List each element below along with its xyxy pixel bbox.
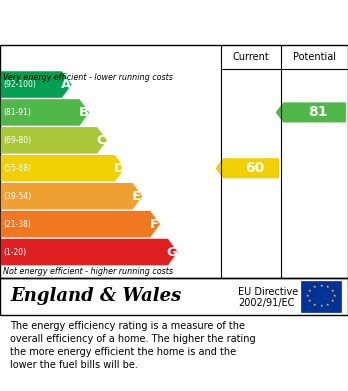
Text: Potential: Potential [293,52,336,62]
Text: ★: ★ [331,289,334,293]
Text: ★: ★ [331,300,334,303]
Text: ★: ★ [319,284,323,288]
Text: (39-54): (39-54) [3,192,32,201]
Text: E: E [132,190,141,203]
Text: (81-91): (81-91) [3,108,31,117]
Text: ★: ★ [308,289,311,293]
Polygon shape [1,99,89,126]
Text: ★: ★ [326,303,330,307]
Polygon shape [1,71,72,98]
Text: B: B [79,106,89,119]
Polygon shape [1,155,125,181]
Text: ★: ★ [313,303,316,307]
Text: ★: ★ [326,285,330,289]
Text: Very energy efficient - lower running costs: Very energy efficient - lower running co… [3,73,173,82]
Polygon shape [1,239,178,265]
Text: Energy Efficiency Rating: Energy Efficiency Rating [10,13,239,32]
Polygon shape [1,127,107,154]
Text: EU Directive: EU Directive [238,287,299,297]
Polygon shape [1,211,160,237]
Text: (1-20): (1-20) [3,248,26,256]
Text: ★: ★ [319,305,323,308]
Text: The energy efficiency rating is a measure of the
overall efficiency of a home. T: The energy efficiency rating is a measur… [10,321,256,370]
Text: F: F [150,218,159,231]
Polygon shape [1,183,142,210]
Text: C: C [97,134,106,147]
Text: G: G [167,246,177,258]
Polygon shape [215,158,279,178]
Text: 2002/91/EC: 2002/91/EC [238,298,295,308]
Text: England & Wales: England & Wales [10,287,182,305]
Text: Current: Current [233,52,269,62]
Text: A: A [61,78,71,91]
Text: 81: 81 [308,106,328,119]
Text: D: D [113,162,125,175]
Text: (92-100): (92-100) [3,80,36,89]
Text: ★: ★ [306,294,310,298]
Bar [301,281,341,312]
Text: ★: ★ [332,294,336,298]
Text: (21-38): (21-38) [3,220,31,229]
Text: 60: 60 [245,161,264,175]
Text: (55-68): (55-68) [3,164,32,173]
Polygon shape [276,102,346,122]
Text: ★: ★ [313,285,316,289]
Text: Not energy efficient - higher running costs: Not energy efficient - higher running co… [3,267,174,276]
Text: (69-80): (69-80) [3,136,32,145]
Text: ★: ★ [308,300,311,303]
